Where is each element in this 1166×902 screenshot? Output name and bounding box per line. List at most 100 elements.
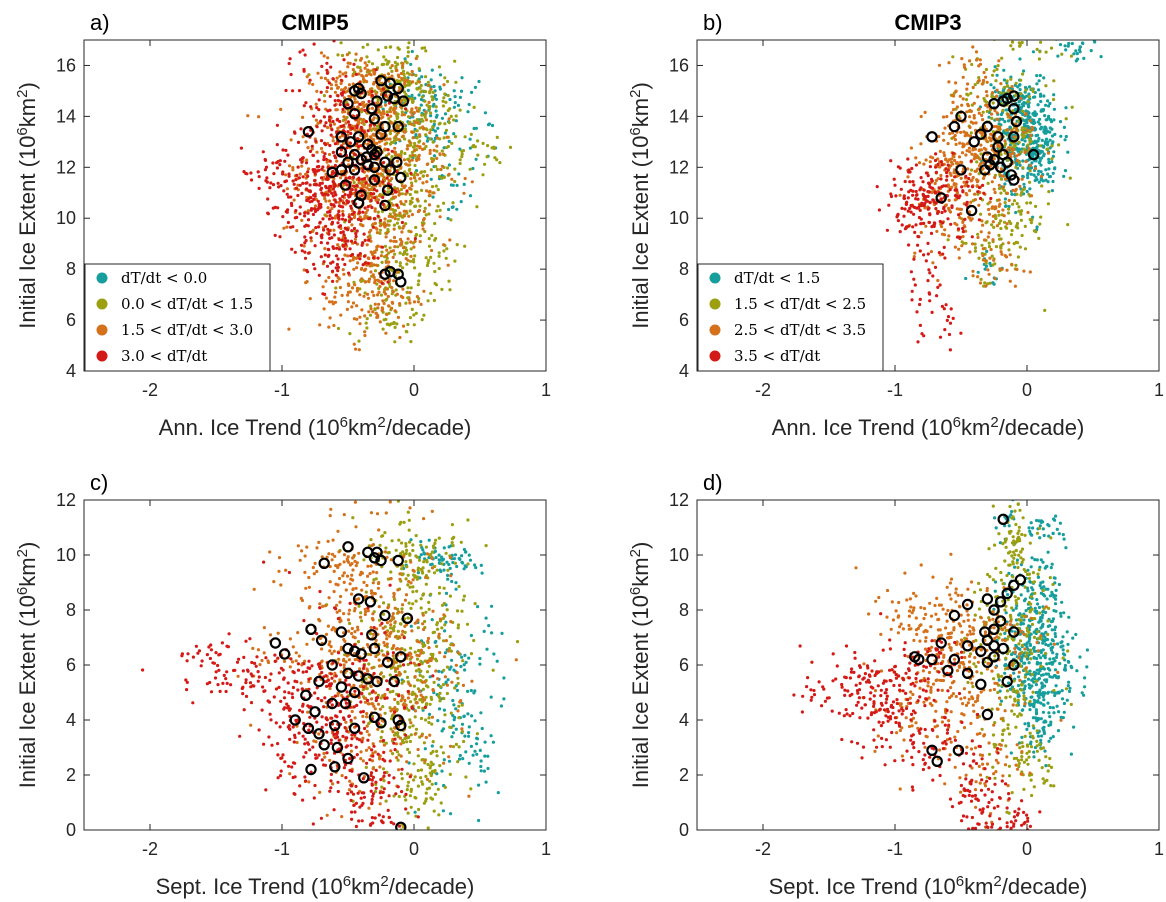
data-point bbox=[440, 287, 444, 291]
data-point bbox=[379, 132, 383, 136]
data-point bbox=[1022, 33, 1025, 36]
data-point bbox=[412, 260, 416, 264]
data-point bbox=[905, 225, 909, 229]
data-point bbox=[329, 123, 333, 127]
data-point bbox=[434, 164, 438, 169]
legend-label: dT/dt < 1.5 bbox=[734, 269, 820, 287]
data-point bbox=[416, 173, 420, 177]
data-point bbox=[337, 238, 341, 242]
data-point bbox=[357, 180, 361, 184]
data-point bbox=[1030, 125, 1034, 129]
data-point bbox=[412, 173, 416, 177]
data-point bbox=[413, 171, 417, 175]
data-point bbox=[418, 126, 422, 130]
highlight-point bbox=[1008, 131, 1020, 143]
data-point bbox=[963, 134, 967, 138]
data-point bbox=[462, 594, 466, 598]
data-point bbox=[354, 188, 358, 192]
data-point bbox=[492, 146, 496, 151]
data-point bbox=[508, 145, 513, 149]
data-point bbox=[421, 687, 425, 691]
data-point bbox=[413, 237, 417, 241]
data-point bbox=[1014, 108, 1018, 112]
data-point bbox=[396, 125, 400, 129]
data-point bbox=[398, 211, 402, 215]
data-point bbox=[892, 177, 896, 181]
data-point bbox=[394, 239, 398, 244]
data-point bbox=[1044, 84, 1048, 88]
data-point bbox=[378, 224, 382, 228]
data-point bbox=[1033, 121, 1037, 125]
data-point bbox=[1028, 270, 1032, 274]
data-point bbox=[961, 75, 965, 79]
data-point bbox=[332, 185, 336, 189]
data-point bbox=[996, 64, 1000, 68]
data-point bbox=[424, 610, 428, 614]
data-point bbox=[360, 308, 364, 312]
data-point bbox=[371, 310, 375, 314]
data-point bbox=[427, 607, 431, 611]
data-point bbox=[328, 159, 332, 163]
data-point bbox=[944, 167, 948, 171]
data-point bbox=[417, 67, 421, 71]
data-point bbox=[361, 210, 365, 214]
data-point bbox=[912, 277, 916, 281]
data-point bbox=[468, 146, 472, 150]
data-point bbox=[1050, 189, 1054, 193]
data-point bbox=[427, 212, 431, 216]
data-point bbox=[1032, 118, 1036, 122]
data-point bbox=[328, 143, 332, 148]
data-point bbox=[318, 220, 322, 224]
data-point bbox=[1045, 118, 1049, 122]
data-point bbox=[404, 209, 408, 213]
data-point bbox=[325, 71, 329, 75]
data-point bbox=[440, 116, 444, 120]
data-point bbox=[977, 111, 981, 115]
data-point bbox=[999, 191, 1003, 195]
legend-label: 0.0 < dT/dt < 1.5 bbox=[121, 295, 253, 313]
data-point bbox=[392, 227, 396, 231]
data-point bbox=[946, 238, 950, 242]
data-point bbox=[985, 249, 989, 253]
data-point bbox=[386, 60, 390, 65]
data-point bbox=[451, 745, 456, 749]
data-point bbox=[1027, 146, 1031, 150]
data-point bbox=[400, 110, 404, 114]
data-point bbox=[981, 167, 985, 171]
data-point bbox=[338, 285, 342, 290]
data-point bbox=[471, 166, 475, 171]
series-red bbox=[875, 151, 993, 352]
data-point bbox=[1044, 131, 1048, 135]
data-point bbox=[442, 696, 446, 701]
data-point bbox=[388, 690, 392, 694]
data-point bbox=[420, 170, 424, 174]
data-point bbox=[331, 169, 335, 174]
data-point bbox=[1038, 117, 1042, 121]
data-point bbox=[1022, 122, 1026, 126]
data-point bbox=[481, 173, 485, 177]
data-point bbox=[1053, 132, 1057, 136]
data-point bbox=[421, 174, 425, 178]
data-point bbox=[384, 799, 388, 803]
data-point bbox=[927, 181, 931, 185]
data-point bbox=[904, 202, 909, 206]
highlight-point bbox=[368, 161, 381, 173]
data-point bbox=[278, 163, 282, 167]
data-point bbox=[438, 73, 443, 77]
data-point bbox=[362, 130, 366, 134]
data-point bbox=[914, 156, 918, 160]
data-point bbox=[418, 673, 422, 678]
data-point bbox=[405, 147, 409, 151]
data-point bbox=[951, 151, 955, 155]
data-point bbox=[319, 176, 324, 180]
data-point bbox=[946, 159, 950, 164]
data-point bbox=[1072, 52, 1076, 56]
data-point bbox=[1021, 159, 1025, 163]
data-point bbox=[429, 760, 433, 764]
highlight-point bbox=[326, 166, 338, 179]
data-point bbox=[915, 310, 919, 314]
data-point bbox=[341, 213, 345, 217]
data-point bbox=[997, 213, 1001, 217]
data-point bbox=[387, 116, 391, 121]
